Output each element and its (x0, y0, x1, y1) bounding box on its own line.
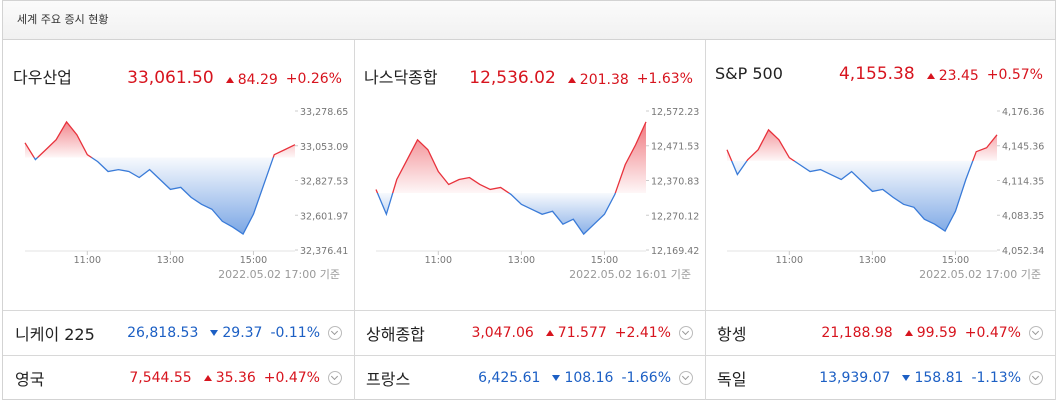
index-header: 다우산업 33,061.50 84.29 +0.26% (13, 64, 342, 88)
index-panel: S&P 500 4,155.38 23.45 +0.57% 2022.05.02 17:… (705, 40, 1056, 310)
more-button[interactable] (679, 371, 693, 385)
index-header: 나스닥종합 12,536.02 201.38 +1.63% (364, 64, 693, 88)
market-change: 71.577 (545, 325, 607, 341)
market-change: 108.16 (552, 370, 613, 386)
market-name: 항셍 (717, 325, 747, 344)
more-button[interactable] (328, 371, 342, 385)
index-name: 다우산업 (13, 68, 72, 87)
market-row: 니케이 225 26,818.53 29.37 -0.11% (3, 310, 355, 355)
index-price: 4,155.38 (838, 64, 915, 84)
arrow-icon (210, 330, 219, 336)
arrow-icon (552, 375, 561, 381)
market-change-pct: +2.41% (614, 325, 671, 341)
market-name: 니케이 225 (15, 325, 95, 344)
arrow-icon (567, 77, 576, 83)
change-value: 158.81 (914, 370, 964, 386)
index-price: 12,536.02 (469, 68, 556, 88)
index-price: 33,061.50 (127, 68, 214, 88)
market-row: 독일 13,939.07 158.81 -1.13% (705, 355, 1056, 400)
market-row: 영국 7,544.55 35.36 +0.47% (3, 355, 355, 400)
change-value: 201.38 (579, 72, 629, 88)
market-change-pct: -1.13% (971, 370, 1021, 386)
more-button[interactable] (328, 326, 342, 340)
arrow-icon (904, 330, 913, 336)
header: 세계 주요 증시 현황 (2, 0, 1056, 40)
market-change-pct: +0.47% (964, 325, 1021, 341)
more-button[interactable] (679, 326, 693, 340)
market-row: 상해종합 3,047.06 71.577 +2.41% (354, 310, 706, 355)
index-change: 23.45 (926, 68, 979, 84)
index-change-pct: +0.26% (285, 71, 342, 87)
change-value: 23.45 (938, 68, 979, 84)
market-price: 26,818.53 (127, 325, 199, 341)
arrow-icon (902, 375, 911, 381)
header-title: 세계 주요 증시 현황 (17, 13, 109, 26)
market-change-pct: -0.11% (270, 325, 320, 341)
index-change-pct: +0.57% (986, 67, 1043, 83)
market-price: 13,939.07 (819, 370, 891, 386)
change-value: 108.16 (564, 370, 614, 386)
index-panel: 다우산업 33,061.50 84.29 +0.26% 2022.05.02 17:00… (3, 40, 355, 310)
market-price: 7,544.55 (129, 370, 192, 386)
market-change-pct: +0.47% (263, 370, 320, 386)
index-header: S&P 500 4,155.38 23.45 +0.57% (715, 64, 1043, 84)
index-change: 84.29 (225, 72, 278, 88)
index-change-pct: +1.63% (636, 71, 693, 87)
change-value: 84.29 (237, 72, 278, 88)
change-value: 99.59 (916, 325, 957, 341)
market-price: 6,425.61 (478, 370, 541, 386)
index-name: 나스닥종합 (364, 68, 438, 87)
index-name: S&P 500 (715, 64, 783, 83)
market-name: 독일 (717, 370, 747, 389)
market-change: 99.59 (904, 325, 957, 341)
change-value: 71.577 (557, 325, 607, 341)
market-change: 29.37 (210, 325, 262, 341)
market-row: 항셍 21,188.98 99.59 +0.47% (705, 310, 1056, 355)
timestamp: 2022.05.02 16:01 기준 (569, 268, 691, 281)
index-change: 201.38 (567, 72, 629, 88)
index-panel: 나스닥종합 12,536.02 201.38 +1.63% 2022.05.02 16:… (354, 40, 706, 310)
arrow-icon (926, 73, 935, 79)
arrow-icon (225, 77, 234, 83)
arrow-icon (545, 330, 554, 336)
market-name: 프랑스 (366, 370, 411, 389)
market-change: 158.81 (902, 370, 963, 386)
timestamp: 2022.05.02 17:00 기준 (218, 268, 340, 281)
market-name: 영국 (15, 370, 45, 389)
change-value: 29.37 (222, 325, 263, 341)
arrow-icon (203, 375, 212, 381)
market-row: 프랑스 6,425.61 108.16 -1.66% (354, 355, 706, 400)
market-price: 21,188.98 (821, 325, 893, 341)
market-price: 3,047.06 (471, 325, 534, 341)
timestamp: 2022.05.02 17:00 기준 (919, 268, 1041, 281)
more-button[interactable] (1029, 326, 1043, 340)
market-name: 상해종합 (366, 325, 425, 344)
market-change: 35.36 (203, 370, 256, 386)
more-button[interactable] (1029, 371, 1043, 385)
change-value: 35.36 (215, 370, 256, 386)
market-change-pct: -1.66% (621, 370, 671, 386)
